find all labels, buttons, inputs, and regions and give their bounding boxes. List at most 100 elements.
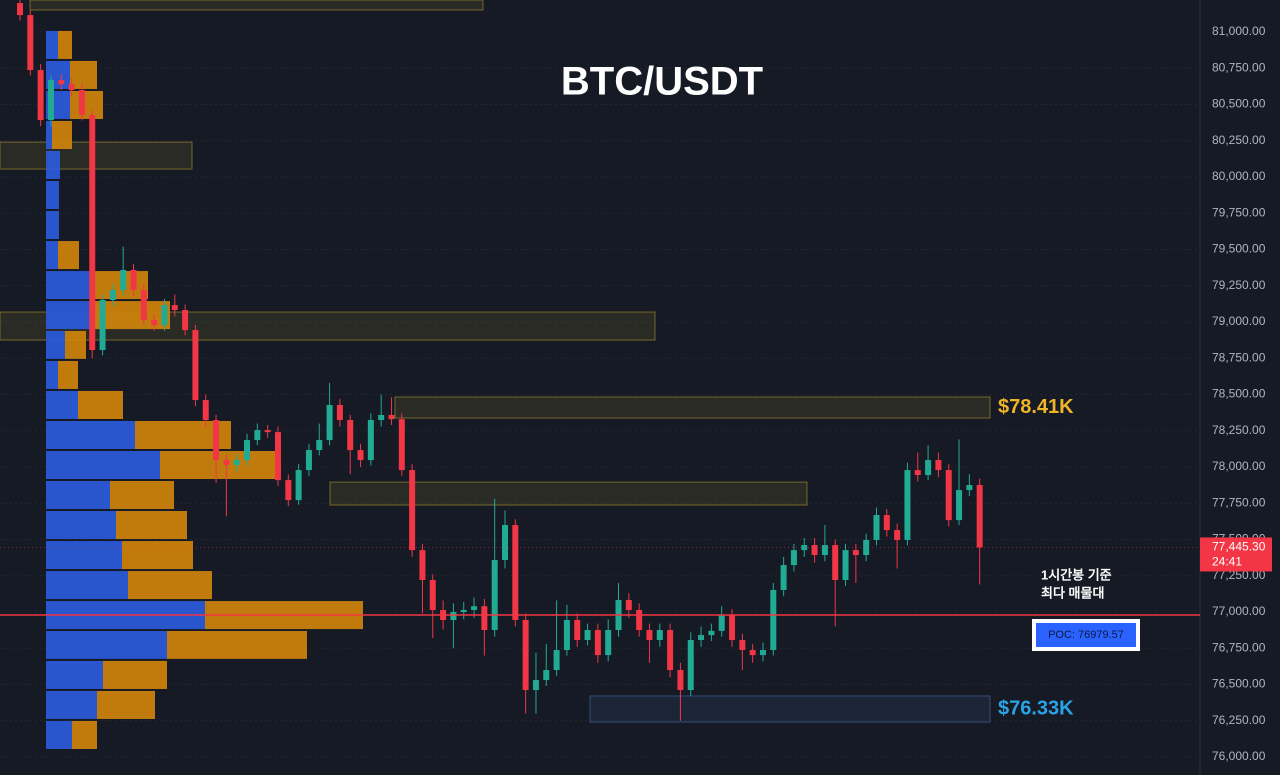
candle-body	[120, 269, 127, 290]
profile-buy	[46, 660, 103, 689]
candle-body	[667, 630, 674, 671]
candle-body	[68, 84, 75, 91]
profile-buy	[46, 720, 72, 749]
candle-body	[171, 305, 178, 310]
candle-body	[863, 539, 870, 556]
profile-sell	[58, 360, 78, 389]
candle-body	[842, 550, 849, 580]
profile-sell	[97, 690, 155, 719]
candle-body	[58, 80, 65, 85]
candle-body	[409, 470, 416, 551]
candle-body	[254, 430, 261, 441]
profile-sell	[58, 241, 79, 270]
candle-body	[976, 485, 983, 548]
candle-body	[502, 525, 508, 560]
y-tick-label: 80,750.00	[1212, 60, 1266, 74]
profile-sell	[72, 720, 97, 749]
candle-body	[213, 420, 220, 461]
candles	[17, 0, 983, 721]
candle-body	[419, 550, 426, 580]
y-tick-label: 78,000.00	[1212, 459, 1266, 473]
poc-box	[1036, 622, 1136, 647]
candle-body	[388, 414, 395, 420]
candle-body	[729, 615, 736, 641]
profile-sell	[65, 331, 86, 359]
candle-body	[161, 305, 168, 326]
candle-body	[718, 615, 725, 631]
zone	[0, 141, 193, 170]
candle-body	[574, 620, 581, 641]
candle-body	[945, 470, 952, 521]
candle-body	[708, 630, 715, 636]
candle-body	[821, 545, 828, 556]
chart-title: BTC/USDT	[561, 60, 763, 104]
candle-body	[78, 90, 85, 115]
candle-body	[739, 640, 746, 651]
candle-body	[47, 80, 54, 121]
profile-buy	[46, 150, 60, 180]
y-tick-label: 78,500.00	[1212, 387, 1266, 401]
candle-body	[873, 515, 880, 540]
y-tick-label: 80,250.00	[1212, 133, 1266, 147]
profile-sell	[70, 90, 103, 119]
candle-body	[759, 650, 766, 656]
y-tick-label: 76,000.00	[1212, 749, 1266, 763]
profile-buy	[46, 481, 110, 510]
profile-buy	[46, 120, 52, 149]
y-tick-label: 81,000.00	[1212, 24, 1266, 38]
last-price-box	[1200, 537, 1272, 572]
candle-body	[99, 299, 106, 351]
candle-body	[522, 620, 529, 691]
y-tick-label: 78,750.00	[1212, 350, 1266, 364]
profile-sell	[103, 660, 167, 689]
y-tick-label: 76,750.00	[1212, 640, 1266, 654]
candle-body	[295, 470, 302, 501]
candle-body	[305, 450, 312, 471]
y-tick-label: 78,250.00	[1212, 423, 1266, 437]
candle-body	[914, 470, 921, 476]
candle-body	[956, 490, 963, 521]
poc-label: POC: 76979.57	[1048, 629, 1124, 641]
candle-body	[656, 630, 663, 641]
profile-buy	[46, 450, 160, 480]
profile-buy	[46, 241, 58, 270]
profile-sell	[160, 450, 281, 480]
candle-body	[491, 559, 498, 631]
profile-sell	[78, 390, 123, 419]
candle-body	[378, 414, 385, 421]
candle-body	[594, 630, 601, 656]
candle-body	[460, 609, 467, 613]
candle-body	[450, 612, 457, 620]
candle-body	[904, 470, 911, 540]
profile-buy	[46, 690, 97, 719]
candle-body	[481, 606, 488, 631]
candle-body	[151, 320, 158, 326]
y-tick-label: 79,000.00	[1212, 314, 1266, 328]
annotation: 최다 매물대	[1041, 585, 1104, 600]
y-tick-label: 80,000.00	[1212, 169, 1266, 183]
candle-body	[883, 515, 890, 531]
candle-body	[244, 440, 251, 461]
candle-body	[780, 565, 787, 590]
candle-body	[429, 579, 436, 610]
candle-body	[935, 460, 942, 471]
countdown-label: 24:41	[1212, 555, 1242, 569]
candle-body	[27, 15, 34, 71]
profile-sell	[122, 541, 193, 570]
profile-sell	[110, 481, 174, 510]
candle-body	[140, 289, 147, 321]
profile-buy	[46, 30, 58, 59]
candle-body	[471, 606, 478, 610]
candle-body	[398, 419, 405, 471]
candle-body	[894, 530, 901, 540]
candle-body	[925, 460, 932, 476]
last-price-label: 77,445.30	[1212, 540, 1266, 554]
candle-body	[367, 420, 374, 461]
candle-body	[223, 460, 230, 465]
candle-body	[17, 3, 23, 16]
candle-body	[285, 480, 292, 501]
profile-sell	[92, 271, 148, 300]
candle-body	[749, 650, 756, 656]
candle-body	[89, 114, 96, 351]
